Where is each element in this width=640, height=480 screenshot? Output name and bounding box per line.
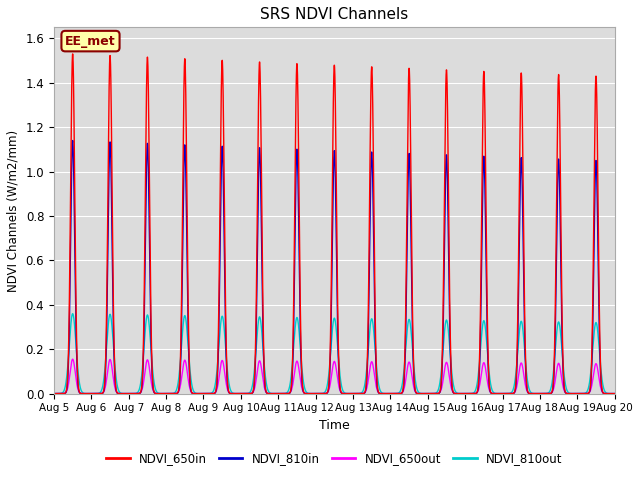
Title: SRS NDVI Channels: SRS NDVI Channels [260,7,408,22]
Legend: NDVI_650in, NDVI_810in, NDVI_650out, NDVI_810out: NDVI_650in, NDVI_810in, NDVI_650out, NDV… [101,447,568,469]
Text: EE_met: EE_met [65,35,116,48]
Y-axis label: NDVI Channels (W/m2/mm): NDVI Channels (W/m2/mm) [7,130,20,291]
X-axis label: Time: Time [319,419,349,432]
